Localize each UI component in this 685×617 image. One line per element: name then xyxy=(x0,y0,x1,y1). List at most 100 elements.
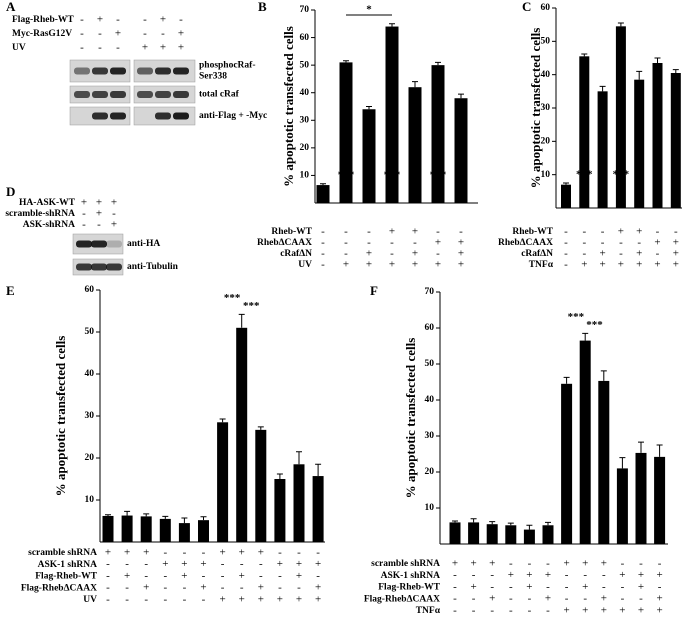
condition-mark: - xyxy=(144,558,148,570)
condition-mark: + xyxy=(239,593,245,605)
blot-band xyxy=(106,240,122,248)
error-bar xyxy=(507,522,514,526)
panel-letter: E xyxy=(6,283,15,298)
blot-band-label: Ser338 xyxy=(199,72,227,82)
bar xyxy=(468,522,480,544)
error-bar xyxy=(162,515,169,519)
significance: *** xyxy=(243,300,260,312)
condition-label: ASK-1 shRNA xyxy=(38,560,98,570)
condition-mark: + xyxy=(315,558,321,570)
condition-mark: - xyxy=(509,558,513,570)
blot-band xyxy=(137,91,153,98)
condition-mark: - xyxy=(125,558,129,570)
y-tick-label: 10 xyxy=(300,171,310,181)
condition-mark: + xyxy=(315,593,321,605)
blot-mark: + xyxy=(160,42,166,54)
condition-mark: + xyxy=(601,558,607,570)
condition-mark: + xyxy=(452,558,458,570)
bar xyxy=(312,476,324,542)
condition-mark: - xyxy=(163,593,167,605)
blot-mark: - xyxy=(179,14,183,26)
error-bar xyxy=(276,473,283,479)
bar xyxy=(274,479,286,542)
error-bar xyxy=(563,182,569,185)
error-bar xyxy=(296,451,302,465)
condition-mark: - xyxy=(344,237,348,249)
blot-band xyxy=(110,112,126,120)
condition-mark: + xyxy=(636,248,642,260)
condition-mark: - xyxy=(656,248,660,260)
condition-mark: - xyxy=(163,547,167,559)
condition-mark: - xyxy=(183,582,187,594)
y-tick-label: 30 xyxy=(85,411,95,421)
condition-mark: - xyxy=(125,593,129,605)
condition-mark: - xyxy=(453,569,457,581)
condition-mark: - xyxy=(528,604,532,616)
blot-band xyxy=(74,67,90,75)
condition-mark: - xyxy=(564,259,568,271)
error-bar xyxy=(470,518,477,523)
condition-mark: + xyxy=(219,593,225,605)
bar xyxy=(616,468,628,544)
condition-mark: - xyxy=(639,558,643,570)
error-bar xyxy=(600,370,607,381)
bar xyxy=(362,109,376,203)
y-tick-label: 50 xyxy=(85,327,95,337)
blot-band xyxy=(91,240,107,248)
bar xyxy=(486,524,498,544)
blot-mark: - xyxy=(116,14,120,26)
bar xyxy=(236,327,248,542)
condition-mark: - xyxy=(144,593,148,605)
blot-mark: - xyxy=(143,28,147,40)
condition-mark: - xyxy=(564,237,568,249)
condition-mark: - xyxy=(674,226,678,238)
bar xyxy=(198,520,209,542)
bar xyxy=(316,185,330,203)
significance: * xyxy=(366,4,372,16)
condition-mark: - xyxy=(528,593,532,605)
condition-mark: + xyxy=(489,558,495,570)
condition-mark: - xyxy=(509,604,513,616)
condition-mark: - xyxy=(297,582,301,594)
bar xyxy=(140,516,152,542)
panel-letter: A xyxy=(6,0,16,14)
condition-mark: - xyxy=(565,593,569,605)
condition-label: Rheb-WT xyxy=(512,227,553,237)
error-bar xyxy=(143,513,150,517)
panel-letter: C xyxy=(522,0,531,14)
condition-mark: - xyxy=(321,226,325,238)
blot-mark: - xyxy=(98,28,102,40)
condition-mark: - xyxy=(106,582,110,594)
panel-letter: B xyxy=(258,0,267,14)
bar xyxy=(652,63,663,208)
error-bar xyxy=(672,69,679,73)
error-bar xyxy=(343,60,349,63)
condition-mark: + xyxy=(638,581,644,593)
condition-label: TNFα xyxy=(529,260,554,270)
blot-band xyxy=(110,67,126,75)
condition-label: Flag-RhebΔCAAX xyxy=(21,583,97,593)
condition-mark: - xyxy=(240,558,244,570)
error-bar xyxy=(389,23,395,27)
blot-band xyxy=(76,263,92,271)
condition-mark: - xyxy=(221,558,225,570)
condition-label: cRafΔN xyxy=(521,249,553,259)
condition-mark: + xyxy=(638,569,644,581)
condition-mark: - xyxy=(183,547,187,559)
blot-band-label: anti-HA xyxy=(127,239,160,249)
y-tick-label: 50 xyxy=(541,37,551,47)
condition-mark: - xyxy=(472,569,476,581)
error-bar xyxy=(617,22,624,27)
condition-mark: + xyxy=(124,570,130,582)
condition-mark: - xyxy=(582,248,586,260)
bar xyxy=(431,65,445,204)
blot-mark: + xyxy=(97,14,103,26)
blot-band xyxy=(92,67,108,75)
blot-mark: + xyxy=(115,28,121,40)
condition-mark: - xyxy=(621,593,625,605)
condition-mark: - xyxy=(601,237,605,249)
condition-mark: - xyxy=(564,248,568,260)
condition-label: RhebΔCAAX xyxy=(498,238,553,248)
blot-band xyxy=(173,112,189,120)
